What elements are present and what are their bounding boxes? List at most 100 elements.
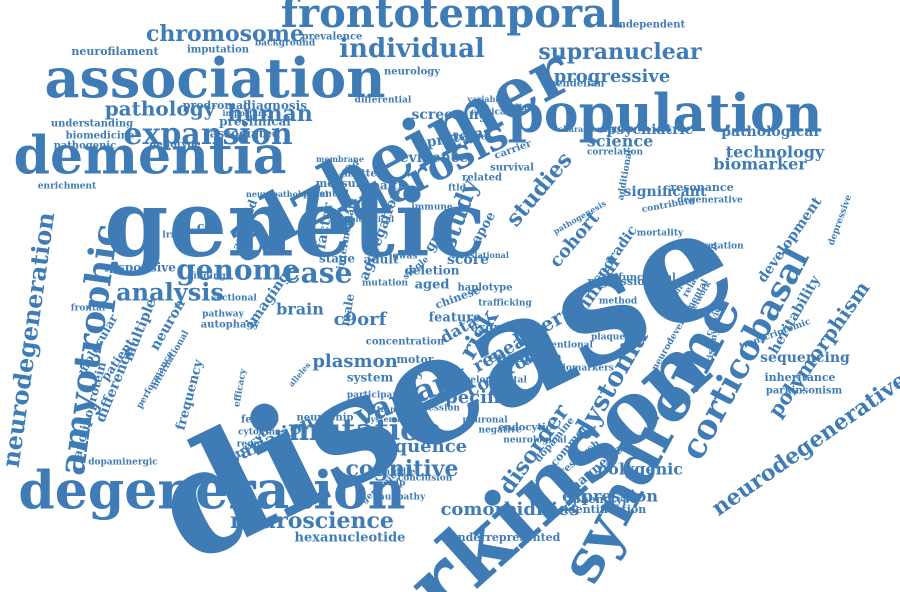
cloud-word: neuronal [462, 416, 508, 426]
cloud-word: depressive [827, 193, 855, 247]
cloud-word: endocytic [498, 423, 552, 434]
cloud-word: male [338, 292, 358, 327]
cloud-word: mutation [288, 413, 442, 448]
cloud-word: tauopathy [375, 493, 426, 503]
cloud-word: membrane [316, 154, 364, 164]
cloud-word: developmental [453, 376, 527, 386]
cloud-word: science [587, 132, 654, 151]
cloud-word: important [222, 108, 267, 118]
cloud-word: inheritance [764, 371, 835, 384]
cloud-word: system [347, 371, 394, 385]
cloud-word: mendelian [546, 79, 606, 90]
cloud-word: prodromal [183, 99, 248, 112]
cloud-word: participant [347, 391, 404, 401]
cloud-word: stage [319, 252, 355, 266]
cloud-word: adult [364, 253, 399, 267]
cloud-word: genetic [104, 170, 486, 278]
cloud-word: association [45, 46, 386, 110]
cloud-word: approach [584, 320, 631, 330]
cloud-word: ftld [448, 184, 466, 194]
cloud-word: analysis [116, 278, 224, 307]
cloud-word: finding [190, 272, 226, 282]
cloud-word: health [364, 179, 407, 193]
cloud-word: population [508, 84, 823, 145]
cloud-word: diagnosis [243, 99, 307, 113]
cloud-word: pathology [105, 97, 217, 121]
cloud-word: pathological [721, 124, 819, 140]
cloud-word: underrepresented [450, 531, 561, 544]
cloud-word: expression [562, 487, 658, 506]
cloud-word: degenerative [677, 196, 743, 206]
cloud-word: screening [411, 107, 488, 123]
cloud-word: cytokines [238, 428, 286, 438]
cloud-word: degeneration [18, 461, 405, 522]
cloud-word: characterization [558, 124, 632, 134]
cloud-word: hexanucleotide [295, 531, 406, 546]
cloud-word: trafficking [478, 299, 532, 309]
cloud-word: correlation [587, 148, 644, 158]
cloud-word: significant [624, 184, 707, 200]
cloud-word: preclinical [219, 115, 291, 129]
cloud-word: biomedicine [66, 131, 135, 142]
cloud-word: regulation [237, 440, 290, 450]
cloud-word: conclusion [398, 474, 453, 484]
cloud-word: case [284, 257, 353, 290]
cloud-word: human [227, 101, 313, 127]
cloud-word: functional [618, 273, 676, 284]
cloud-word: attentional [537, 341, 593, 351]
cloud-word: neurology [384, 67, 441, 78]
cloud-word: evidence [400, 150, 469, 166]
cloud-word: lrrk [162, 231, 182, 241]
cloud-word: brain [276, 300, 324, 319]
cloud-word: glial [510, 102, 530, 112]
cloud-word: sequence [373, 436, 467, 457]
cloud-word: neuropathological [246, 189, 328, 199]
cloud-word: motor [396, 353, 433, 366]
cloud-word: measure [316, 177, 369, 190]
cloud-word: understanding [51, 119, 133, 130]
cloud-word: imputation [187, 45, 250, 56]
cloud-word: score [447, 252, 489, 268]
cloud-word: cortical [471, 108, 510, 118]
cloud-word: biological [350, 214, 394, 224]
cloud-word: method [599, 297, 638, 307]
cloud-word: gwas [393, 252, 418, 262]
cloud-word: variability [466, 94, 513, 104]
cloud-word: biomarkers [556, 364, 614, 374]
cloud-word: polygenic [597, 460, 683, 479]
cloud-word: autophagy [201, 320, 261, 331]
cloud-word: middle [381, 468, 416, 478]
cloud-word: exome [470, 321, 513, 335]
cloud-word: prevalence [302, 32, 363, 43]
cloud-word: differential [355, 96, 412, 106]
cloud-word: translational [451, 250, 509, 260]
cloud-word: c9orf [334, 309, 388, 330]
cloud-word: sequencing [760, 350, 850, 366]
cloud-word: supranuclear [538, 39, 702, 65]
cloud-word: matter [344, 169, 383, 180]
cloud-word: potential [303, 190, 349, 200]
cloud-word: individual [339, 34, 485, 64]
cloud-word: neurodegeneration [0, 210, 60, 469]
cloud-word: neurological [503, 436, 567, 446]
cloud-word: mutation [362, 279, 409, 289]
cloud-word: parkinsonism [766, 386, 843, 397]
cloud-word: survival [490, 163, 534, 174]
cloud-word: resonance [670, 181, 733, 194]
cloud-word: dopaminergic [88, 458, 158, 468]
cloud-word: progression [400, 404, 460, 414]
cloud-word: systematic [366, 414, 414, 424]
cloud-word: immune [411, 203, 453, 213]
cloud-word: regression [587, 275, 652, 288]
cloud-word: sectional [211, 294, 257, 304]
cloud-word: frontal [71, 304, 106, 314]
cloud-word: biomarker [713, 155, 807, 174]
cloud-word: negative [479, 426, 522, 436]
cloud-word: channel [450, 133, 491, 143]
cloud-word: background [255, 39, 316, 49]
cloud-word: progressive [554, 66, 671, 87]
cloud-word: cognitive [345, 456, 458, 482]
cloud-word: neurochip [297, 413, 354, 424]
cloud-word: performance [135, 350, 176, 411]
